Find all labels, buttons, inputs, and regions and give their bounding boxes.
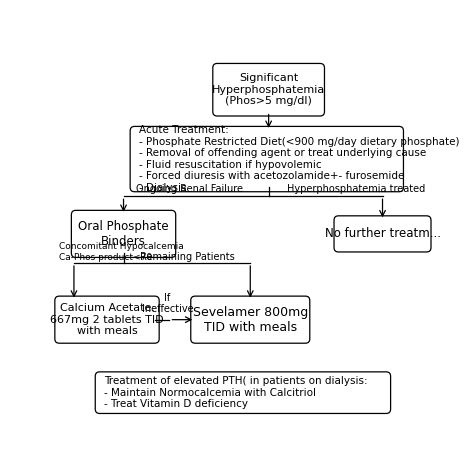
Text: Sevelamer 800mg
TID with meals: Sevelamer 800mg TID with meals: [192, 306, 308, 334]
Text: Calcium Acetate:
667mg 2 tablets TID
with meals: Calcium Acetate: 667mg 2 tablets TID wit…: [50, 303, 164, 336]
FancyBboxPatch shape: [55, 296, 159, 343]
Text: Ongoing Renal Failure: Ongoing Renal Failure: [137, 184, 243, 194]
Text: Hyperphosphatemia treated: Hyperphosphatemia treated: [287, 184, 425, 194]
FancyBboxPatch shape: [130, 127, 403, 192]
Text: No further treatm...: No further treatm...: [325, 228, 440, 240]
Text: Concomitant Hypocalcemia
Ca-Phos product<70: Concomitant Hypocalcemia Ca-Phos product…: [59, 242, 184, 262]
Text: If
Ineffective: If Ineffective: [142, 292, 193, 314]
Text: Acute Treatment:
- Phosphate Restricted Diet(<900 mg/day dietary phosphate)
- Re: Acute Treatment: - Phosphate Restricted …: [139, 125, 459, 193]
Text: Significant
Hyperphosphatemia
(Phos>5 mg/dl): Significant Hyperphosphatemia (Phos>5 mg…: [212, 73, 325, 106]
Text: Oral Phosphate
Binders: Oral Phosphate Binders: [78, 220, 169, 248]
FancyBboxPatch shape: [334, 216, 431, 252]
FancyBboxPatch shape: [213, 64, 325, 116]
FancyBboxPatch shape: [95, 372, 391, 413]
FancyBboxPatch shape: [72, 210, 176, 257]
Text: Remaining Patients: Remaining Patients: [140, 252, 235, 262]
Text: Treatment of elevated PTH( in patients on dialysis:
- Maintain Normocalcemia wit: Treatment of elevated PTH( in patients o…: [104, 376, 368, 409]
FancyBboxPatch shape: [191, 296, 310, 343]
